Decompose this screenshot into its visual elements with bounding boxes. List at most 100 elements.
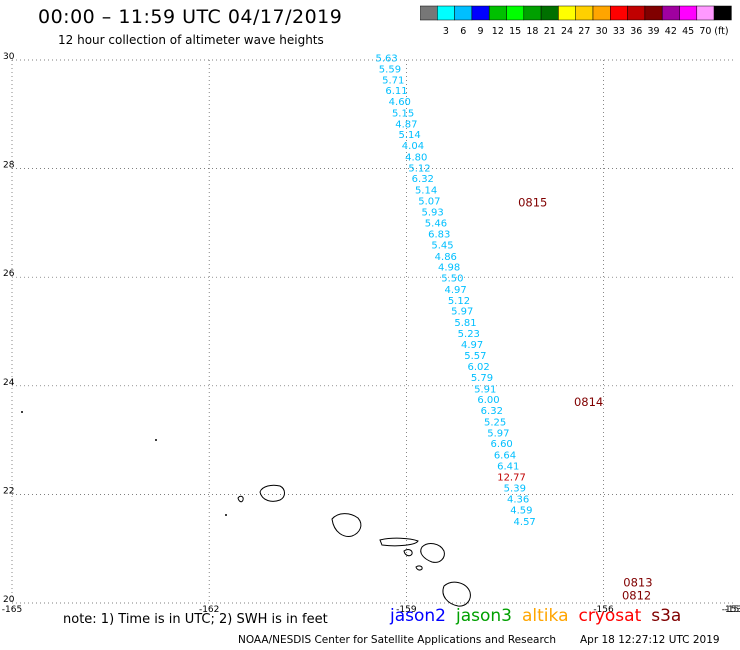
generated-timestamp: Apr 18 12:27:12 UTC 2019 <box>580 634 720 646</box>
island-molokai <box>379 537 419 547</box>
swh-value: 4.80 <box>405 152 427 163</box>
swh-value: 5.71 <box>382 75 404 86</box>
pass-time-label: 0813 <box>623 576 652 590</box>
island-oahu <box>331 513 362 537</box>
swh-value: 6.32 <box>481 406 503 417</box>
satellite-jason2: jason2 <box>390 606 446 626</box>
swh-value: 5.91 <box>474 384 496 395</box>
legend-label: 15 <box>509 26 521 37</box>
legend-label: 21 <box>544 26 556 37</box>
legend-label: 42 <box>665 26 677 37</box>
swh-value: 5.45 <box>431 240 453 251</box>
legend-label: 39 <box>648 26 660 37</box>
swh-value: 5.12 <box>448 296 470 307</box>
pass-time-labels: 0815081408130812084008390838 <box>518 196 652 603</box>
credit-text: NOAA/NESDIS Center for Satellite Applica… <box>238 634 556 646</box>
island-big-island <box>442 581 471 607</box>
color-legend: 3 6 9 12 15 18 21 24 27 30 33 36 39 42 45 70 (ft) <box>420 5 732 37</box>
map-title: 00:00 – 11:59 UTC 04/17/2019 <box>38 6 343 28</box>
swh-value: 5.97 <box>487 428 509 439</box>
lat-tick-label: 22 <box>3 486 14 496</box>
lat-tick-label: 30 <box>3 52 15 62</box>
lon-tick-label: -162 <box>199 605 219 615</box>
island-maui <box>420 543 445 563</box>
legend-label: 6 <box>460 26 466 37</box>
axis-tick-labels: -165 -162 -159 -156 -153-15 30 28 26 24 22 20 <box>2 52 740 615</box>
swh-value: 5.57 <box>464 351 486 362</box>
swh-value: 4.98 <box>438 263 460 274</box>
swh-value: 5.79 <box>471 373 493 384</box>
footer-note: note: 1) Time is in UTC; 2) SWH is in fe… <box>63 612 328 627</box>
swh-value: 12.77 <box>497 472 526 483</box>
lon-tick-label: -156 <box>593 605 614 615</box>
swh-value: 6.00 <box>477 395 499 406</box>
satellite-s3a: s3a <box>651 606 682 626</box>
satellite-altika: altika <box>522 606 569 626</box>
legend-label: 45 <box>682 26 694 37</box>
island-kahoolawe <box>415 565 423 571</box>
swh-value: 5.07 <box>418 196 440 207</box>
legend-label: 12 <box>492 26 504 37</box>
legend-unit: (ft) <box>714 26 728 37</box>
legend-label: 70 <box>699 26 711 37</box>
island-niihau <box>237 495 244 503</box>
swh-value: 5.93 <box>422 207 444 218</box>
hawaiian-islands <box>21 411 471 607</box>
pass-time-label: 0812 <box>622 589 651 603</box>
island-lanai <box>403 549 413 557</box>
swh-value: 4.36 <box>507 495 529 506</box>
swh-value: 4.60 <box>389 97 411 108</box>
legend-label: 36 <box>630 26 642 37</box>
swh-value: 5.59 <box>379 64 401 75</box>
map-grid <box>11 59 735 604</box>
legend-label: 18 <box>526 26 538 37</box>
track-west: 5.635.595.716.114.605.154.875.144.044.80… <box>376 54 536 528</box>
swh-value: 5.23 <box>458 329 480 340</box>
swh-value: 4.59 <box>510 505 532 516</box>
swh-value: 5.25 <box>484 417 506 428</box>
swh-value: 6.02 <box>468 362 490 373</box>
map-subtitle: 12 hour collection of altimeter wave hei… <box>58 33 324 47</box>
lat-tick-label: 20 <box>3 595 15 605</box>
swh-value: 6.32 <box>412 174 434 185</box>
island-kauai <box>259 484 285 502</box>
swh-value: 5.63 <box>376 54 398 65</box>
swh-value: 6.11 <box>385 86 407 97</box>
swh-value: 6.83 <box>428 230 450 241</box>
swh-value: 5.81 <box>454 318 476 329</box>
swh-value: 6.60 <box>491 439 513 450</box>
swh-value: 4.97 <box>445 285 467 296</box>
swh-value: 4.97 <box>461 340 483 351</box>
swh-value: 4.87 <box>395 119 417 130</box>
satellite-jason3: jason3 <box>456 606 512 626</box>
legend-label: 3 <box>443 26 449 37</box>
lon-tick-label: -153 <box>722 605 740 615</box>
swh-value: 4.86 <box>435 252 457 263</box>
lon-tick-label: -15 <box>725 605 740 615</box>
swh-value: 5.14 <box>415 186 437 197</box>
swh-value: 5.97 <box>451 307 473 318</box>
swh-value: 5.46 <box>425 219 447 230</box>
satellite-legend: jason2 jason3 altika cryosat s3a <box>390 606 691 626</box>
legend-label: 30 <box>596 26 608 37</box>
swh-value: 4.04 <box>402 141 424 152</box>
legend-label: 27 <box>578 26 590 37</box>
legend-label: 33 <box>613 26 625 37</box>
swh-value: 5.14 <box>399 130 421 141</box>
swh-value: 5.39 <box>504 484 526 495</box>
legend-swatch <box>713 5 732 21</box>
lon-tick-label: -159 <box>396 605 417 615</box>
swh-value: 5.50 <box>441 274 463 285</box>
satellite-tracks: 5.635.595.716.114.605.154.875.144.044.80… <box>376 54 536 528</box>
swh-value: 5.15 <box>392 108 414 119</box>
swh-value: 5.12 <box>408 163 430 174</box>
lat-tick-label: 26 <box>3 269 15 279</box>
lat-tick-label: 28 <box>3 161 15 171</box>
pass-time-label: 0814 <box>574 395 603 409</box>
islet-dot <box>21 411 23 413</box>
swh-value: 6.41 <box>497 461 519 472</box>
islet-dot <box>225 514 227 516</box>
swh-value: 6.64 <box>494 451 516 462</box>
lat-tick-label: 24 <box>3 378 15 388</box>
